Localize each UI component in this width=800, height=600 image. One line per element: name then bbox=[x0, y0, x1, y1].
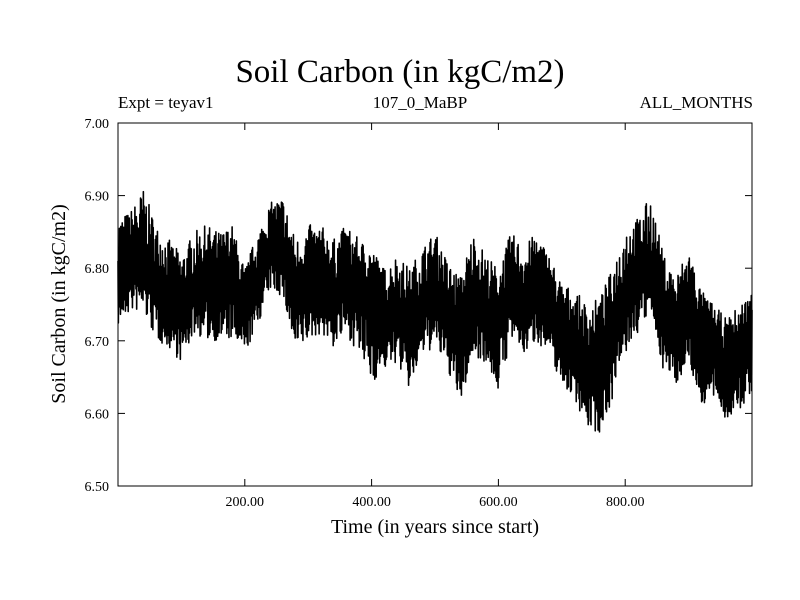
y-tick-label: 6.80 bbox=[85, 262, 110, 277]
series-layer bbox=[118, 192, 752, 432]
y-tick-label: 6.60 bbox=[85, 407, 110, 422]
y-tick-label: 6.70 bbox=[85, 335, 110, 350]
y-tick-label: 7.00 bbox=[85, 117, 110, 132]
x-tick-label: 200.00 bbox=[226, 495, 265, 510]
y-tick-label: 6.50 bbox=[85, 480, 110, 495]
y-tick-label: 6.90 bbox=[85, 190, 110, 205]
x-tick-label: 400.00 bbox=[352, 495, 391, 510]
chart-canvas: 6.50 6.60 6.70 6.80 6.90 7.00 200.00 400.00 600.… bbox=[0, 0, 800, 600]
series-line bbox=[118, 192, 752, 432]
x-axis-label: Time (in years since start) bbox=[331, 516, 539, 538]
x-tick-label: 600.00 bbox=[479, 495, 518, 510]
y-axis-label: Soil Carbon (in kgC/m2) bbox=[48, 204, 70, 403]
x-tick-label: 800.00 bbox=[606, 495, 645, 510]
